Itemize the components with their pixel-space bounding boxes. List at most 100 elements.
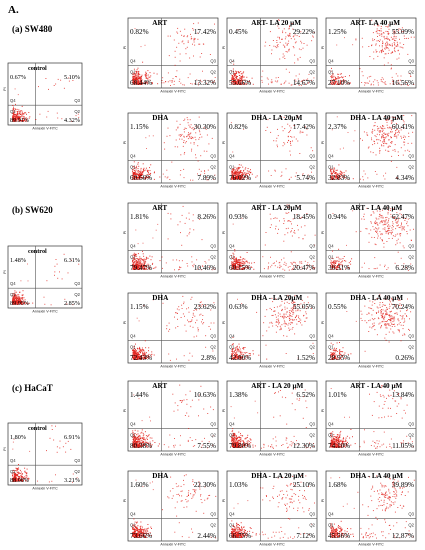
scatter-point xyxy=(339,353,341,355)
scatter-point xyxy=(238,71,239,73)
scatter-points xyxy=(132,205,216,271)
scatter-point xyxy=(307,306,309,308)
scatter-point xyxy=(289,313,291,315)
scatter-point xyxy=(377,233,379,235)
scatter-point xyxy=(364,84,366,86)
scatter-point xyxy=(291,269,293,271)
scatter-point xyxy=(136,266,138,268)
scatter-point xyxy=(24,119,25,121)
scatter-point xyxy=(238,265,240,267)
scatter-point xyxy=(362,75,364,77)
scatter-point xyxy=(300,81,302,82)
scatter-point xyxy=(382,125,383,127)
scatter-point xyxy=(391,51,393,53)
scatter-point xyxy=(199,137,201,139)
scatter-point xyxy=(266,77,268,79)
scatter-point xyxy=(195,132,197,134)
scatter-point xyxy=(137,83,138,85)
scatter-point xyxy=(354,130,356,132)
scatter-point xyxy=(288,132,290,133)
scatter-point xyxy=(232,76,233,78)
scatter-point xyxy=(380,33,382,35)
scatter-point xyxy=(388,218,390,220)
scatter-point xyxy=(234,82,236,84)
scatter-point xyxy=(391,76,393,78)
scatter-point xyxy=(405,82,407,83)
scatter-point xyxy=(306,267,308,269)
scatter-point xyxy=(393,41,395,43)
scatter-point xyxy=(367,82,369,84)
scatter-point xyxy=(377,128,379,130)
scatter-point xyxy=(179,138,181,140)
plot-frame xyxy=(325,292,417,364)
scatter-point xyxy=(341,172,343,174)
scatter-point xyxy=(387,31,389,32)
scatter-point xyxy=(307,262,309,264)
q4-percent: 72.43% xyxy=(130,354,152,362)
scatter-point xyxy=(18,109,20,111)
scatter-point xyxy=(376,30,378,32)
scatter-point xyxy=(147,169,149,171)
scatter-point xyxy=(312,266,314,268)
scatter-point xyxy=(134,28,136,30)
scatter-point xyxy=(193,229,195,231)
scatter-point xyxy=(14,115,16,117)
scatter-point xyxy=(384,266,385,268)
scatter-point xyxy=(18,468,20,470)
scatter-point xyxy=(294,54,296,56)
scatter-point xyxy=(21,302,23,304)
scatter-point xyxy=(236,170,238,172)
scatter-point xyxy=(384,134,386,135)
scatter-point xyxy=(343,177,345,179)
scatter-point xyxy=(402,245,404,247)
scatter-point xyxy=(18,116,19,118)
scatter-point xyxy=(402,328,404,330)
scatter-point xyxy=(280,83,282,85)
scatter-point xyxy=(239,176,241,177)
scatter-point xyxy=(375,51,377,53)
scatter-point xyxy=(188,321,190,323)
scatter-point xyxy=(244,168,246,170)
scatter-point xyxy=(16,120,18,122)
scatter-point xyxy=(192,43,193,45)
scatter-point xyxy=(136,260,138,262)
scatter-point xyxy=(343,80,345,82)
scatter-point xyxy=(331,176,333,178)
scatter-point xyxy=(331,173,333,174)
scatter-point xyxy=(21,473,23,475)
scatter-point xyxy=(137,71,139,73)
scatter-point xyxy=(283,313,285,315)
scatter-point xyxy=(138,165,140,167)
scatter-point xyxy=(235,76,237,78)
scatter-point xyxy=(401,214,402,216)
scatter-point xyxy=(201,321,202,323)
scatter-point xyxy=(306,264,308,265)
scatter-point xyxy=(137,443,139,445)
scatter-point xyxy=(179,174,181,176)
scatter-point xyxy=(403,121,405,123)
scatter-point xyxy=(145,169,147,171)
scatter-point xyxy=(384,44,386,46)
scatter-point xyxy=(282,130,284,132)
plot-title: control xyxy=(28,65,47,72)
scatter-point xyxy=(13,110,15,112)
scatter-point xyxy=(390,160,392,162)
scatter-point xyxy=(14,302,16,304)
scatter-point xyxy=(334,83,335,85)
scatter-point xyxy=(138,446,140,448)
scatter-point xyxy=(390,321,392,323)
scatter-point xyxy=(378,207,380,209)
scatter-point xyxy=(383,298,385,300)
scatter-point xyxy=(12,105,14,106)
scatter-point xyxy=(334,175,336,177)
scatter-point xyxy=(197,126,199,128)
scatter-point xyxy=(302,82,304,84)
scatter-point xyxy=(264,244,266,246)
scatter-point xyxy=(191,148,193,150)
scatter-point xyxy=(401,229,403,231)
scatter-point xyxy=(265,232,267,233)
scatter-point xyxy=(287,141,288,143)
scatter-point xyxy=(382,228,384,230)
scatter-point xyxy=(388,307,390,309)
scatter-point xyxy=(331,79,333,81)
